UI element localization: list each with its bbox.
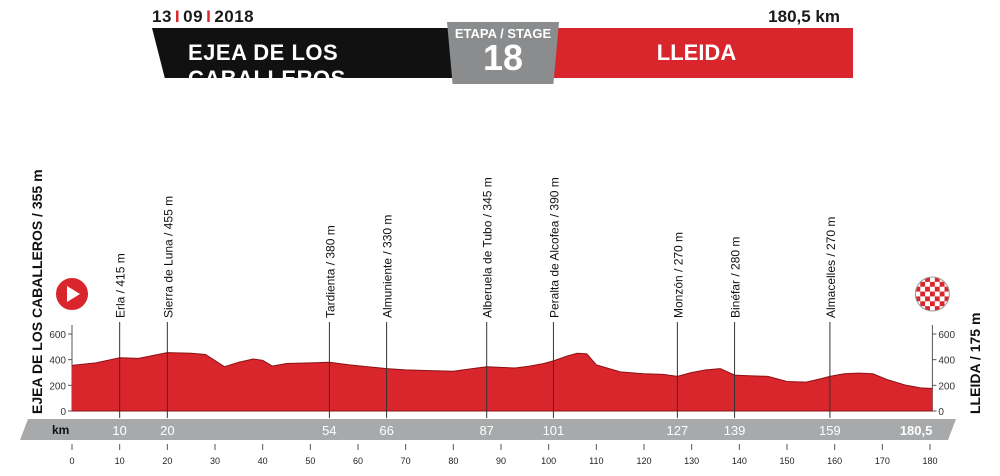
finish-checker-square: [929, 291, 935, 297]
waypoint-markers: Erla / 415 m Sierra de Luna / 455 m Tardie…: [114, 177, 838, 418]
profile-area: [71, 352, 933, 412]
km-bar-label: 139: [724, 423, 746, 438]
finish-checker-square: [925, 296, 930, 302]
finish-checker-square: [920, 291, 926, 297]
date-separator: I: [206, 7, 212, 26]
finish-banner: LLEIDA: [540, 28, 853, 78]
finish-checker-square: [939, 291, 945, 297]
finish-city: LLEIDA: [656, 40, 737, 65]
x-tick-label: 70: [401, 456, 411, 466]
profile-outline: [71, 352, 933, 389]
y-tick-label-right: 600: [938, 330, 955, 341]
stage-badge: ETAPA / STAGE 18: [447, 22, 559, 84]
finish-checker-square: [929, 281, 935, 287]
km-bar-label: 10: [112, 423, 126, 438]
finish-checker-square: [934, 306, 940, 311]
finish-checker-square: [925, 286, 930, 292]
finish-checker-square: [944, 296, 950, 302]
finish-checker-square: [944, 286, 950, 292]
x-tick-label: 100: [541, 456, 556, 466]
stage-number: 18: [482, 37, 524, 78]
km-bar-title: km: [52, 423, 69, 437]
km-bar-label: 20: [160, 423, 174, 438]
total-distance: 180,5 km: [768, 7, 840, 26]
km-bar-label: 180,5: [900, 423, 933, 438]
x-tick-label: 10: [115, 456, 125, 466]
x-tick-label: 40: [258, 456, 268, 466]
x-tick-label: 20: [162, 456, 172, 466]
x-tick-label: 50: [305, 456, 315, 466]
y-tick-label-left: 0: [60, 407, 66, 418]
y-tick-label-right: 200: [938, 381, 955, 392]
finish-checker-square: [944, 306, 950, 311]
km-bar-label: 54: [322, 423, 336, 438]
finish-checker-square: [929, 301, 935, 307]
x-tick-label: 110: [589, 456, 603, 466]
x-tick-label: 150: [779, 456, 794, 466]
finish-checker-square: [939, 301, 945, 307]
km-bar-label: 127: [667, 423, 689, 438]
finish-checker-square: [934, 286, 940, 292]
waypoint-label: Almuniente / 330 m: [381, 215, 395, 318]
finish-checker-square: [925, 306, 930, 311]
y-tick-label-left: 600: [49, 330, 66, 341]
waypoint-label: Alberuela de Tubo / 345 m: [481, 177, 495, 318]
waypoint-label: Tardienta / 380 m: [323, 225, 337, 318]
x-tick-label: 60: [353, 456, 363, 466]
profile-fill: [72, 352, 933, 411]
finish-side-label: LLEIDA / 175 m: [967, 313, 983, 414]
start-side-label: EJEA DE LOS CABALLEROS / 355 m: [29, 169, 45, 414]
x-tick-label: 90: [496, 456, 506, 466]
km-bar-label: 159: [819, 423, 841, 438]
km-bar-label: 66: [379, 423, 393, 438]
play-icon: [67, 286, 80, 302]
km-bar-label: 87: [479, 423, 493, 438]
finish-checker-square: [920, 281, 926, 287]
finish-checker-square: [915, 296, 921, 302]
waypoint-label: Binéfar / 280 m: [729, 237, 743, 318]
x-tick-label: 30: [210, 456, 220, 466]
y-tick-label-left: 200: [49, 381, 66, 392]
x-axis-ticks: 0 10 20 30 40 50 60 70 80 90 100 110 120 130 140 150 160…: [69, 444, 938, 466]
finish-checker-square: [925, 277, 930, 282]
finish-icon-ring: [914, 276, 950, 312]
x-tick-label: 0: [69, 456, 74, 466]
start-banner: EJEA DE LOS CABALLEROS: [152, 28, 472, 78]
date-day: 13: [152, 7, 172, 26]
finish-checker-square: [944, 277, 950, 282]
y-tick-label-right: 400: [938, 356, 955, 367]
waypoint-label: Almacelles / 270 m: [824, 217, 838, 318]
y-tick-label-left: 400: [49, 356, 66, 367]
finish-checker-square: [915, 277, 921, 282]
date-month: 09: [183, 7, 204, 26]
x-tick-label: 80: [448, 456, 458, 466]
start-finish-icons: [54, 276, 950, 312]
waypoint-label: Erla / 415 m: [114, 253, 128, 318]
finish-checker-square: [915, 286, 921, 292]
x-tick-label: 130: [684, 456, 699, 466]
finish-checker-square: [934, 296, 940, 302]
x-tick-label: 180: [922, 456, 937, 466]
stage-date: 13 I 09 I 2018: [152, 7, 254, 27]
km-bar-label: 101: [543, 423, 565, 438]
km-bar: km 10 20 54 66 87 101 127 139 159 180,5: [20, 419, 956, 440]
date-year: 2018: [214, 7, 255, 26]
x-tick-label: 120: [636, 456, 651, 466]
finish-checker-square: [939, 281, 945, 287]
y-tick-label-right: 0: [938, 407, 944, 418]
km-bar-background: [20, 419, 956, 440]
stage-label: ETAPA / STAGE: [454, 26, 552, 41]
finish-checker-square: [915, 306, 921, 311]
x-tick-label: 140: [732, 456, 747, 466]
finish-checker-square: [934, 277, 940, 282]
waypoint-label: Peralta de Alcofea / 390 m: [547, 177, 561, 318]
x-tick-label: 160: [827, 456, 842, 466]
start-city: EJEA DE LOS CABALLEROS: [188, 40, 346, 91]
date-separator: I: [174, 7, 181, 26]
x-tick-label: 170: [875, 456, 890, 466]
waypoint-label: Sierra de Luna / 455 m: [161, 196, 175, 318]
waypoint-label: Monzón / 270 m: [671, 232, 685, 318]
finish-checker-square: [920, 301, 926, 307]
